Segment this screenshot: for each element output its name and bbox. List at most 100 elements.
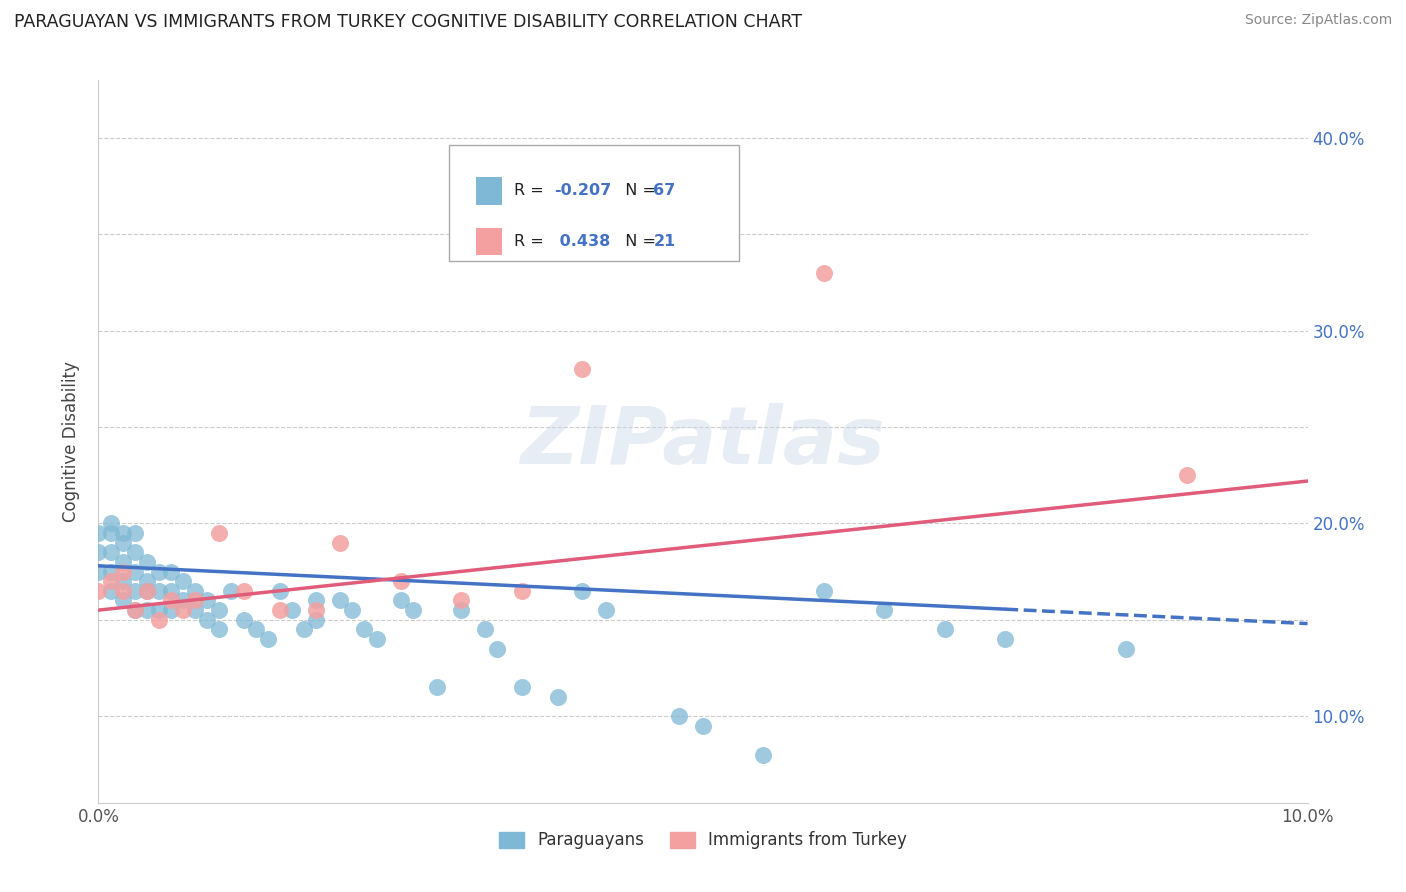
Point [305, 593, 328, 607]
Point [934, 623, 956, 637]
Point [426, 680, 449, 694]
Point [510, 583, 533, 598]
Point [160, 565, 183, 579]
Point [450, 603, 472, 617]
Point [1115, 641, 1137, 656]
Point [100, 545, 122, 559]
Point [208, 603, 231, 617]
Point [329, 593, 352, 607]
Point [221, 583, 243, 598]
Point [873, 603, 896, 617]
Point [148, 565, 170, 579]
Point [269, 583, 291, 598]
Point [510, 680, 533, 694]
Point [256, 632, 278, 646]
Point [124, 583, 146, 598]
Point [124, 545, 146, 559]
Point [994, 632, 1017, 646]
Point [474, 623, 496, 637]
Y-axis label: Cognitive Disability: Cognitive Disability [62, 361, 80, 522]
Point [111, 565, 134, 579]
Point [752, 747, 775, 762]
Point [87, 583, 110, 598]
Point [245, 623, 267, 637]
Text: 21: 21 [654, 234, 676, 249]
Point [160, 603, 183, 617]
Point [111, 526, 134, 541]
Point [135, 583, 157, 598]
Point [100, 516, 122, 531]
Point [813, 583, 835, 598]
FancyBboxPatch shape [449, 145, 740, 260]
Legend: Paraguayans, Immigrants from Turkey: Paraguayans, Immigrants from Turkey [492, 824, 914, 856]
Point [195, 613, 218, 627]
Point [402, 603, 425, 617]
Point [160, 583, 183, 598]
Point [111, 574, 134, 589]
Point [281, 603, 304, 617]
Point [305, 613, 328, 627]
Point [232, 613, 254, 627]
Point [100, 574, 122, 589]
Point [813, 266, 835, 280]
Point [148, 613, 170, 627]
Point [111, 555, 134, 569]
Point [87, 545, 110, 559]
Point [184, 583, 207, 598]
Point [160, 593, 183, 607]
Point [100, 526, 122, 541]
Point [172, 593, 194, 607]
Point [305, 603, 328, 617]
Point [135, 603, 157, 617]
Point [184, 603, 207, 617]
Point [124, 603, 146, 617]
Point [450, 593, 472, 607]
Point [389, 574, 412, 589]
Text: 0.438: 0.438 [554, 234, 610, 249]
Point [100, 565, 122, 579]
Point [366, 632, 388, 646]
Point [571, 583, 593, 598]
Point [184, 593, 207, 607]
Point [353, 623, 375, 637]
Text: 67: 67 [654, 184, 676, 199]
Point [269, 603, 291, 617]
FancyBboxPatch shape [475, 177, 502, 205]
Text: ZIPatlas: ZIPatlas [520, 402, 886, 481]
Point [692, 719, 714, 733]
Point [172, 603, 194, 617]
Point [111, 583, 134, 598]
Point [292, 623, 315, 637]
Point [329, 535, 352, 549]
Point [668, 709, 690, 723]
Text: PARAGUAYAN VS IMMIGRANTS FROM TURKEY COGNITIVE DISABILITY CORRELATION CHART: PARAGUAYAN VS IMMIGRANTS FROM TURKEY COG… [14, 13, 803, 31]
Point [135, 555, 157, 569]
Point [389, 593, 412, 607]
Point [172, 574, 194, 589]
Point [100, 583, 122, 598]
Point [111, 535, 134, 549]
Point [232, 583, 254, 598]
Point [208, 526, 231, 541]
Point [547, 690, 569, 704]
Point [135, 583, 157, 598]
Point [195, 593, 218, 607]
Point [148, 583, 170, 598]
Point [124, 565, 146, 579]
Text: R =: R = [515, 184, 550, 199]
Point [208, 623, 231, 637]
Text: N =: N = [614, 234, 661, 249]
Point [148, 603, 170, 617]
Point [595, 603, 617, 617]
Text: -0.207: -0.207 [554, 184, 612, 199]
Point [111, 593, 134, 607]
Point [571, 362, 593, 376]
Text: R =: R = [515, 234, 550, 249]
Point [87, 526, 110, 541]
Point [124, 526, 146, 541]
Point [342, 603, 364, 617]
Point [124, 603, 146, 617]
Text: Source: ZipAtlas.com: Source: ZipAtlas.com [1244, 13, 1392, 28]
Text: N =: N = [614, 184, 661, 199]
Point [87, 565, 110, 579]
